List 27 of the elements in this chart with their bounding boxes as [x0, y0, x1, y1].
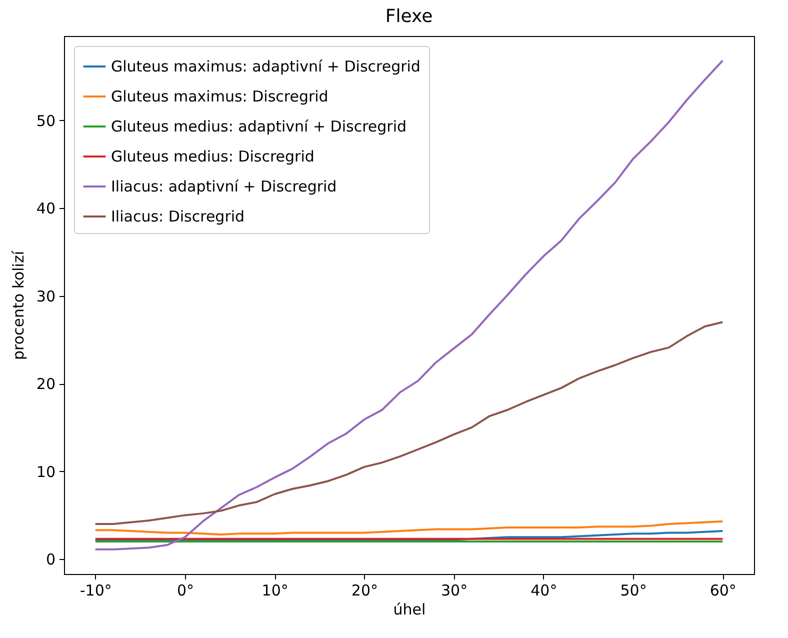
- x-tick-label: -10°: [80, 582, 112, 600]
- legend-label: Gluteus maximus: Discregrid: [111, 88, 328, 106]
- legend-label: Gluteus medius: adaptivní + Discregrid: [111, 118, 407, 136]
- legend-label: Iliacus: Discregrid: [111, 208, 245, 226]
- line-series: [94, 520, 724, 536]
- line-series: [94, 60, 724, 550]
- y-tick-label: 30: [36, 287, 56, 306]
- x-tick-label: 50°: [620, 582, 647, 600]
- y-tick-label: 0: [46, 550, 56, 569]
- line-series: [94, 530, 724, 541]
- legend-label: Gluteus maximus: adaptivní + Discregrid: [111, 58, 420, 76]
- x-tick-label: 10°: [262, 582, 288, 600]
- y-axis-title: procento kolizí: [9, 250, 28, 360]
- chart-title: Flexe: [385, 6, 433, 27]
- y-tick-label: 40: [36, 200, 56, 218]
- line-series: [94, 321, 724, 525]
- x-tick-label: 60°: [710, 582, 736, 600]
- x-tick-label: 20°: [351, 582, 378, 600]
- y-tick-label: 20: [36, 375, 56, 394]
- x-tick-label: 0°: [176, 582, 194, 600]
- x-tick-label: 30°: [441, 582, 468, 600]
- legend-label: Iliacus: adaptivní + Discregrid: [111, 178, 337, 196]
- x-axis-title: úhel: [393, 600, 426, 618]
- legend-label: Gluteus medius: Discregrid: [111, 148, 314, 166]
- x-tick-label: 40°: [530, 582, 558, 600]
- y-tick-label: 10: [36, 462, 56, 481]
- y-tick-label: 50: [36, 112, 56, 130]
